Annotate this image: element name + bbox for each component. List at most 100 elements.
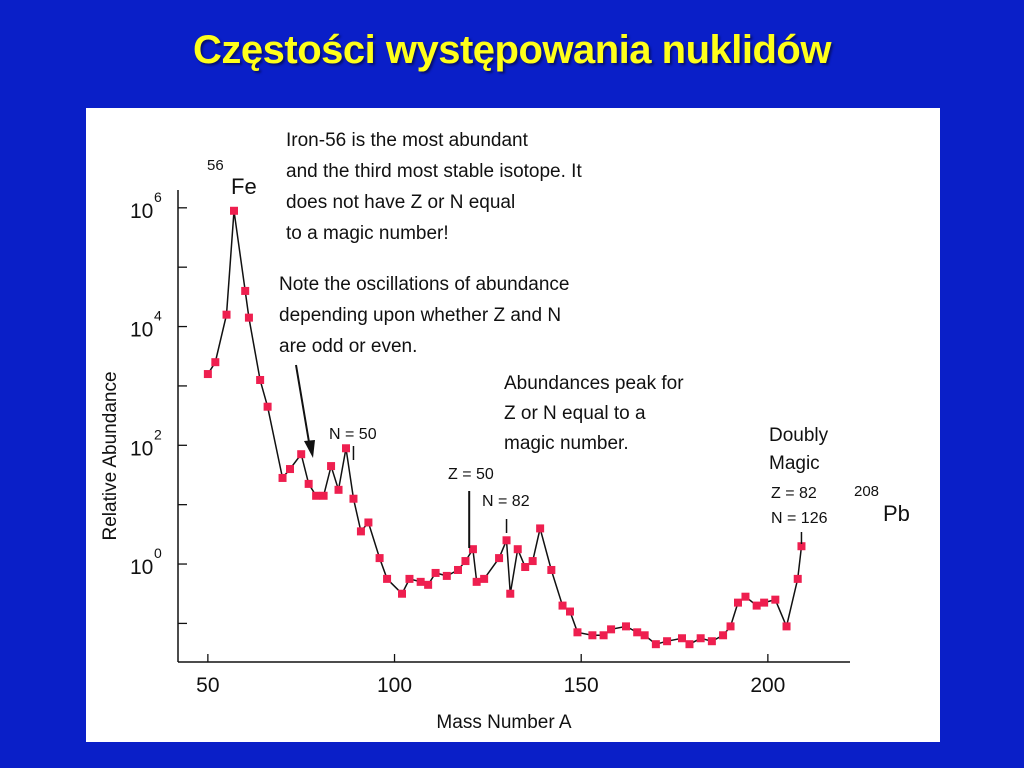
x-tick-label: 200 bbox=[750, 674, 785, 697]
data-point bbox=[797, 542, 806, 551]
data-point bbox=[461, 557, 470, 566]
data-point bbox=[558, 601, 567, 610]
y-tick-label: 10 bbox=[130, 556, 153, 579]
data-point bbox=[468, 545, 477, 554]
data-point bbox=[364, 518, 373, 527]
oscillation-annotation-line: Note the oscillations of abundance bbox=[279, 274, 569, 295]
data-point bbox=[431, 568, 440, 577]
y-tick-label: 10 bbox=[130, 437, 153, 460]
data-point bbox=[383, 574, 392, 583]
data-point bbox=[547, 565, 556, 574]
data-point bbox=[528, 557, 537, 566]
iron-annotation-line: Iron-56 is the most abundant bbox=[286, 130, 529, 151]
data-point bbox=[651, 640, 660, 649]
data-point bbox=[521, 563, 530, 572]
x-tick-label: 150 bbox=[564, 674, 599, 697]
data-point bbox=[663, 637, 672, 646]
doubly-label: Doubly bbox=[769, 425, 829, 446]
data-point bbox=[599, 631, 608, 640]
data-point bbox=[327, 462, 336, 471]
data-point bbox=[513, 545, 522, 554]
x-axis-label: Mass Number A bbox=[436, 712, 571, 733]
y-tick-exponent: 4 bbox=[154, 308, 162, 324]
data-point bbox=[566, 607, 574, 616]
slide-title: Częstości występowania nuklidów bbox=[193, 28, 831, 72]
y-axis-label: Relative Abundance bbox=[100, 371, 121, 540]
data-point bbox=[304, 479, 313, 488]
oscillation-arrow-head bbox=[304, 440, 315, 458]
oscillation-annotation-line: depending upon whether Z and N bbox=[279, 305, 561, 326]
data-point bbox=[734, 598, 742, 607]
x-tick-label: 50 bbox=[196, 674, 219, 697]
y-tick-label: 10 bbox=[130, 200, 153, 223]
data-point bbox=[398, 589, 406, 598]
data-point bbox=[760, 598, 769, 607]
data-point bbox=[633, 628, 642, 637]
data-point bbox=[502, 536, 511, 545]
data-point bbox=[573, 628, 582, 637]
data-point bbox=[342, 444, 350, 453]
data-point bbox=[375, 554, 384, 563]
data-point bbox=[622, 622, 630, 631]
data-point bbox=[334, 485, 343, 494]
data-point bbox=[241, 286, 250, 295]
peak-annotation-line: Abundances peak for bbox=[504, 373, 684, 394]
data-point bbox=[222, 310, 231, 319]
data-point bbox=[263, 402, 272, 411]
y-tick-label: 10 bbox=[130, 319, 153, 342]
data-point bbox=[312, 491, 321, 500]
data-point bbox=[203, 370, 212, 379]
data-point bbox=[696, 634, 705, 643]
data-point bbox=[244, 313, 253, 322]
pb-mass-number: 208 bbox=[854, 483, 879, 500]
data-point bbox=[752, 601, 761, 610]
data-point bbox=[405, 574, 414, 583]
data-point bbox=[424, 580, 433, 589]
data-point bbox=[256, 375, 265, 384]
data-point bbox=[640, 631, 649, 640]
chart-panel: 50 100 150 200 10 6 10 4 10 2 10 0 Mass Number A Rela… bbox=[86, 108, 940, 742]
data-point bbox=[211, 358, 220, 367]
data-point bbox=[480, 574, 489, 583]
peak-annotation-line: magic number. bbox=[504, 433, 629, 454]
data-point bbox=[278, 473, 287, 482]
oscillation-annotation-line: are odd or even. bbox=[279, 336, 417, 357]
y-tick-exponent: 2 bbox=[154, 426, 162, 442]
iron-annotation-line: does not have Z or N equal bbox=[286, 192, 515, 213]
data-point bbox=[536, 524, 545, 533]
z82-label: Z = 82 bbox=[771, 485, 817, 502]
n50-label: N = 50 bbox=[329, 426, 377, 443]
data-point bbox=[588, 631, 597, 640]
data-point bbox=[607, 625, 616, 634]
data-point bbox=[707, 637, 716, 646]
data-point bbox=[349, 494, 358, 503]
magic-label: Magic bbox=[769, 453, 820, 474]
data-point bbox=[726, 622, 735, 631]
data-point bbox=[495, 554, 504, 563]
data-point bbox=[230, 206, 238, 215]
data-point bbox=[782, 622, 791, 631]
data-point bbox=[442, 571, 451, 580]
peak-annotation-line: Z or N equal to a bbox=[504, 403, 646, 424]
data-point bbox=[472, 577, 481, 586]
n82-label: N = 82 bbox=[482, 493, 530, 510]
data-point bbox=[678, 634, 686, 643]
data-point bbox=[454, 565, 462, 574]
iron-annotation-line: and the third most stable isotope. It bbox=[286, 161, 582, 182]
fe-mass-number: 56 bbox=[207, 157, 224, 174]
x-tick-label: 100 bbox=[377, 674, 412, 697]
y-tick-exponent: 6 bbox=[154, 189, 162, 205]
data-point bbox=[719, 631, 728, 640]
oscillation-arrow-shaft bbox=[295, 364, 311, 449]
data-point bbox=[286, 465, 294, 474]
data-point bbox=[356, 527, 365, 536]
n126-label: N = 126 bbox=[771, 510, 828, 527]
pb-symbol: Pb bbox=[883, 501, 910, 526]
data-point bbox=[793, 574, 802, 583]
data-point bbox=[685, 640, 694, 649]
data-point bbox=[297, 450, 306, 459]
data-point bbox=[416, 577, 425, 586]
data-point bbox=[506, 589, 515, 598]
data-point bbox=[771, 595, 780, 604]
